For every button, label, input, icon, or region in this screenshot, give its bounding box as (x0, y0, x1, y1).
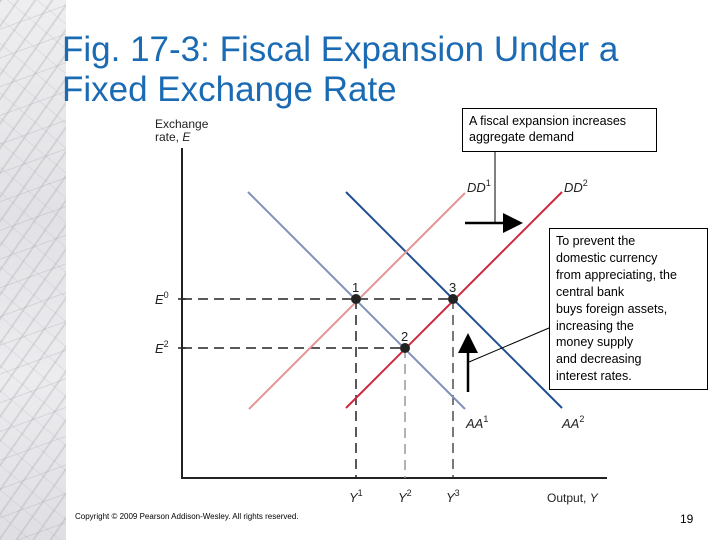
x-axis-label: Output, Y (547, 491, 599, 505)
page-number: 19 (680, 512, 694, 526)
copyright-text: Copyright © 2009 Pearson Addison-Wesley.… (75, 512, 299, 521)
y-axis-label-line1: Exchange (155, 117, 209, 131)
y1-label: Y1 (349, 488, 363, 505)
slide-title: Fig. 17-3: Fiscal Expansion Under a Fixe… (62, 30, 619, 109)
right-callout-leader (468, 327, 550, 363)
point-1 (351, 294, 361, 304)
aa1-label: AA1 (465, 414, 488, 431)
point-2-label: 2 (401, 329, 408, 344)
e2-label: E2 (155, 339, 169, 356)
dd2-label: DD2 (564, 178, 588, 195)
y2-label: Y2 (398, 488, 412, 505)
e0-label: E0 (155, 290, 169, 307)
aa2-label: AA2 (561, 414, 584, 431)
point-3-label: 3 (449, 280, 456, 295)
point-1-label: 1 (352, 280, 359, 295)
dd1-label: DD1 (467, 178, 491, 195)
point-3 (448, 294, 458, 304)
point-2 (400, 343, 410, 353)
central-bank-callout: To prevent the domestic currency from ap… (549, 228, 708, 391)
fiscal-expansion-callout: A fiscal expansion increases aggregate d… (462, 108, 657, 152)
y-axis-label-line2: rate, E (155, 130, 191, 144)
y3-label: Y3 (446, 488, 460, 505)
marble-sidebar-decoration (0, 0, 66, 540)
